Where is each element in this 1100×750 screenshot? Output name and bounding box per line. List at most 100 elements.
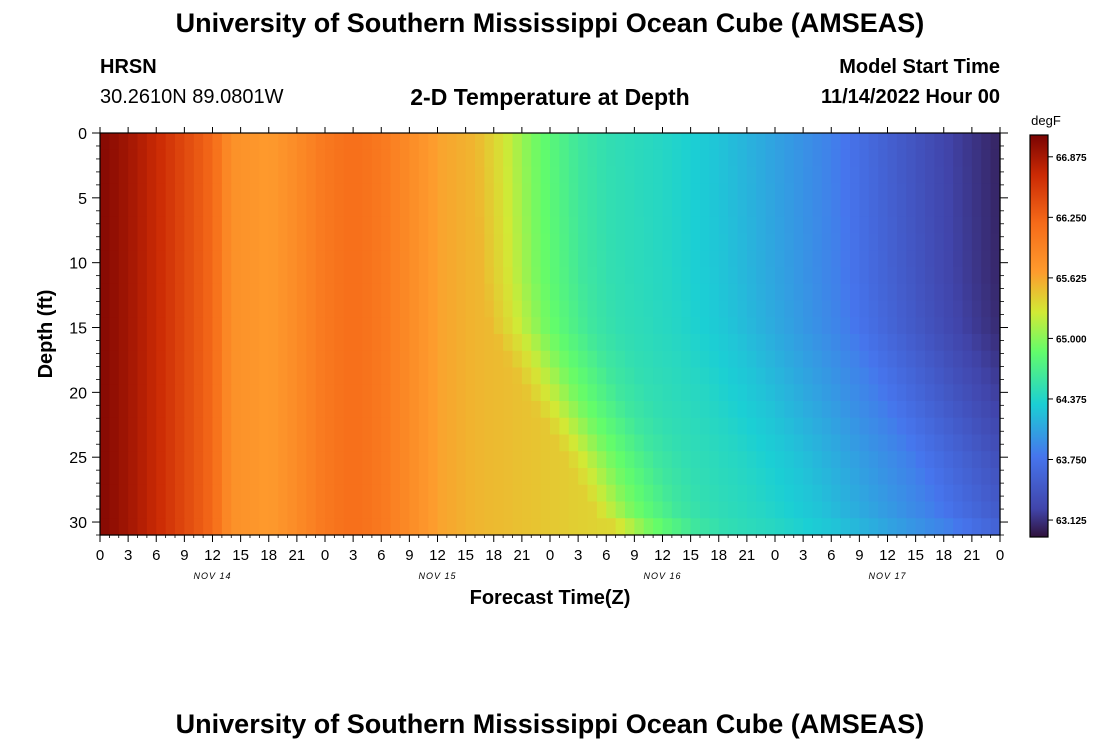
heatmap-cell — [156, 417, 167, 436]
heatmap-cell — [643, 149, 654, 168]
heatmap-cell — [690, 451, 701, 469]
heatmap-cell — [343, 451, 354, 469]
x-tick-label: 0 — [96, 547, 104, 564]
heatmap-cell — [128, 434, 139, 452]
heatmap-cell — [268, 468, 279, 486]
heatmap-cell — [231, 350, 242, 369]
heatmap-cell — [325, 334, 335, 352]
heatmap-cell — [250, 250, 260, 268]
heatmap-cell — [643, 250, 654, 268]
heatmap-cell — [990, 283, 1001, 302]
heatmap-cell — [531, 216, 542, 235]
heatmap-cell — [643, 434, 654, 452]
heatmap-cell — [653, 133, 664, 151]
heatmap-cell — [896, 250, 907, 268]
heatmap-cell — [334, 334, 345, 352]
heatmap-cell — [887, 334, 898, 352]
heatmap-cell — [381, 133, 392, 151]
heatmap-cell — [278, 484, 289, 503]
heatmap-cell — [456, 501, 467, 519]
heatmap-cell — [934, 149, 945, 168]
heatmap-cell — [531, 417, 542, 436]
heatmap-cell — [343, 166, 354, 184]
heatmap-cell — [381, 267, 392, 285]
heatmap-cell — [334, 484, 345, 503]
heatmap-cell — [662, 518, 673, 536]
heatmap-cell — [625, 267, 635, 285]
heatmap-cell — [634, 468, 645, 486]
heatmap-cell — [681, 350, 692, 369]
heatmap-cell — [325, 233, 335, 251]
heatmap-cell — [793, 317, 804, 335]
heatmap-cell — [475, 133, 485, 151]
heatmap-cell — [850, 484, 860, 503]
heatmap-cell — [156, 350, 167, 369]
heatmap-cell — [325, 250, 335, 268]
heatmap-cell — [353, 401, 364, 419]
heatmap-cell — [737, 216, 748, 235]
heatmap-cell — [437, 267, 448, 285]
heatmap-cell — [343, 317, 354, 335]
heatmap-cell — [484, 250, 495, 268]
heatmap-cell — [240, 166, 251, 184]
heatmap-cell — [456, 468, 467, 486]
x-tick-label: 9 — [855, 547, 863, 564]
heatmap-cell — [278, 216, 289, 235]
heatmap-cell — [859, 417, 870, 436]
heatmap-cell — [175, 149, 185, 168]
heatmap-cell — [775, 501, 785, 519]
heatmap-cell — [943, 384, 954, 402]
heatmap-cell — [446, 501, 457, 519]
heatmap-cell — [193, 484, 204, 503]
heatmap-cell — [100, 417, 110, 436]
heatmap-cell — [446, 267, 457, 285]
heatmap-cell — [728, 334, 739, 352]
heatmap-cell — [878, 133, 889, 151]
heatmap-cell — [587, 250, 598, 268]
heatmap-cell — [221, 350, 232, 369]
heatmap-cell — [568, 267, 579, 285]
heatmap-cell — [831, 367, 842, 385]
heatmap-cell — [587, 468, 598, 486]
heatmap-cell — [212, 216, 223, 235]
heatmap-cell — [718, 133, 729, 151]
heatmap-cell — [634, 200, 645, 218]
heatmap-cell — [812, 384, 823, 402]
heatmap-cell — [109, 484, 120, 503]
heatmap-cell — [165, 451, 176, 469]
heatmap-cell — [437, 468, 448, 486]
heatmap-cell — [531, 133, 542, 151]
heatmap-cell — [343, 216, 354, 235]
heatmap-cell — [925, 434, 935, 452]
heatmap-cell — [793, 133, 804, 151]
heatmap-cell — [296, 434, 307, 452]
heatmap-cell — [428, 451, 439, 469]
heatmap-cell — [568, 417, 579, 436]
heatmap-cell — [240, 216, 251, 235]
heatmap-cell — [915, 468, 926, 486]
heatmap-cell — [146, 468, 157, 486]
heatmap-cell — [521, 133, 532, 151]
heatmap-cell — [728, 484, 739, 503]
heatmap-cell — [128, 468, 139, 486]
heatmap-cell — [925, 317, 935, 335]
heatmap-cell — [456, 401, 467, 419]
heatmap-cell — [803, 350, 814, 369]
heatmap-cell — [971, 216, 982, 235]
heatmap-cell — [606, 267, 617, 285]
heatmap-cell — [643, 367, 654, 385]
heatmap-cell — [700, 417, 710, 436]
heatmap-cell — [615, 300, 626, 318]
heatmap-cell — [531, 350, 542, 369]
heatmap-cell — [118, 417, 129, 436]
heatmap-cell — [175, 200, 185, 218]
heatmap-cell — [690, 501, 701, 519]
heatmap-cell — [325, 518, 335, 536]
heatmap-cell — [634, 283, 645, 302]
heatmap-cell — [962, 434, 973, 452]
heatmap-cell — [559, 133, 570, 151]
heatmap-cell — [446, 233, 457, 251]
heatmap-cell — [259, 149, 270, 168]
heatmap-cell — [896, 149, 907, 168]
heatmap-cell — [690, 183, 701, 201]
